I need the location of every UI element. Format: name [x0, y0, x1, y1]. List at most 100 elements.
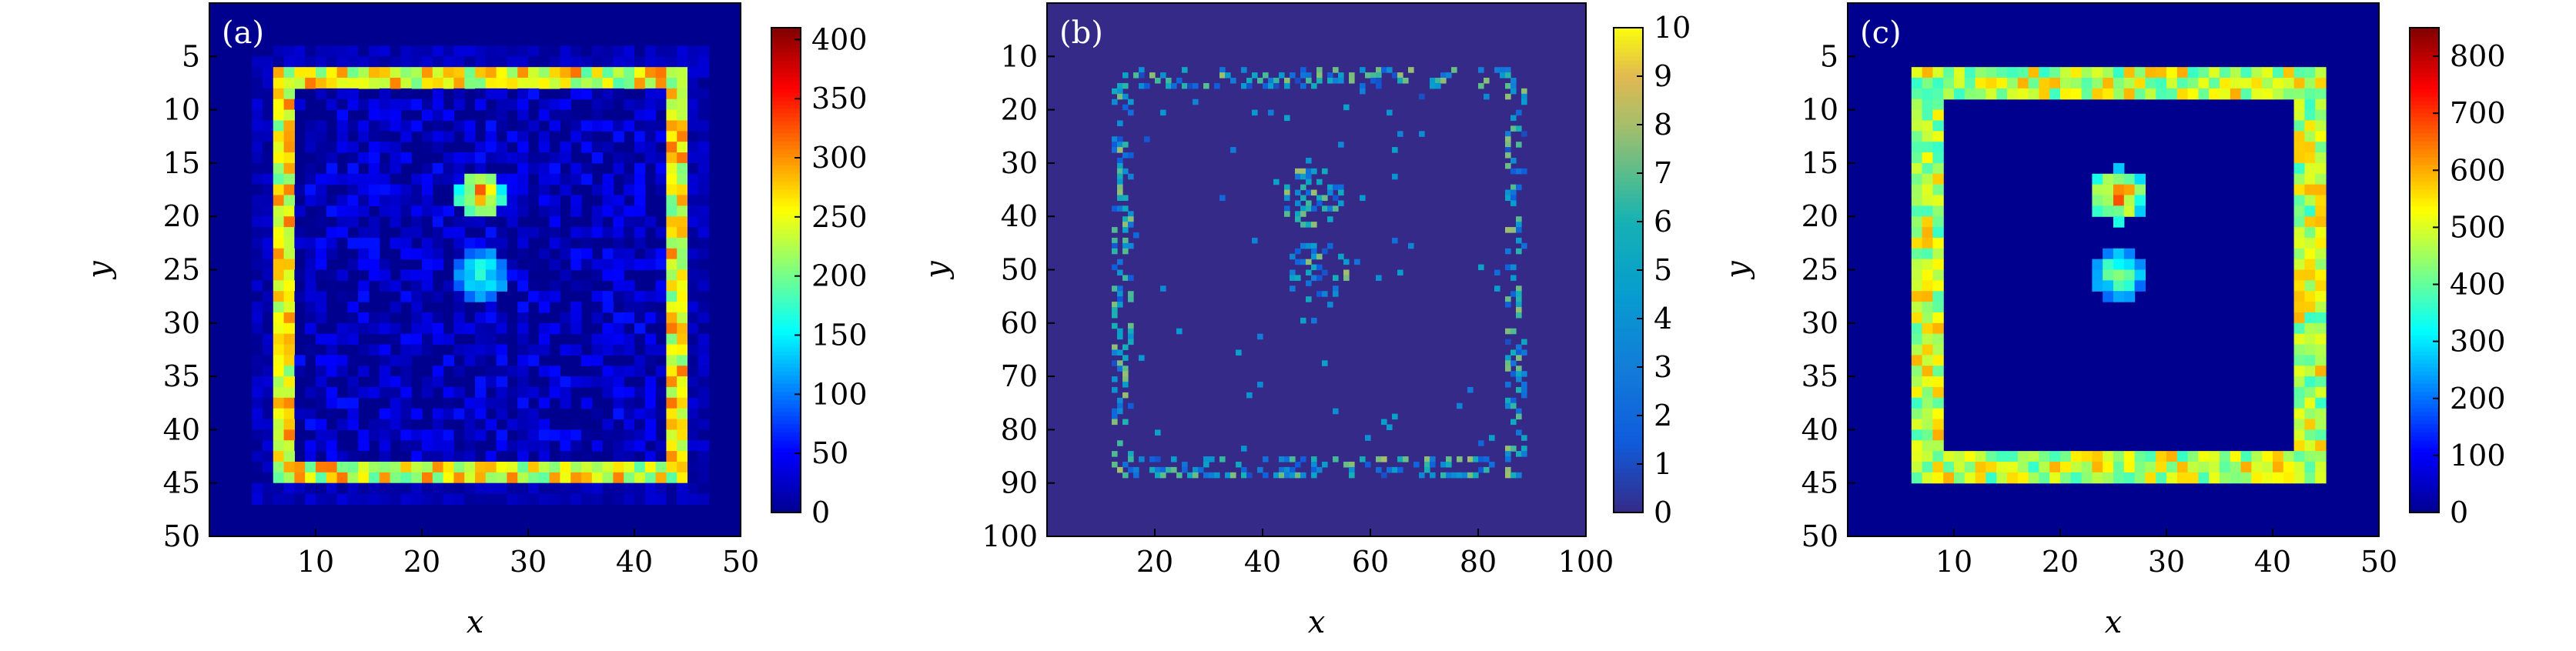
- heatmap-cell: [464, 440, 476, 452]
- colorbar-segment: [2410, 472, 2439, 477]
- colorbar-segment: [1614, 222, 1643, 227]
- heatmap-cell: [422, 237, 433, 249]
- heatmap-cell: [1986, 78, 1997, 89]
- heatmap-cell: [263, 45, 274, 57]
- heatmap-cell: [1263, 82, 1269, 89]
- heatmap-cell: [369, 45, 380, 57]
- heatmap-cell: [507, 397, 518, 409]
- colorbar-segment: [2410, 72, 2439, 77]
- heatmap-cell: [655, 280, 667, 292]
- heatmap-cell: [2240, 451, 2252, 462]
- heatmap-cell: [570, 376, 582, 388]
- heatmap-cell: [1117, 466, 1123, 473]
- colorbar-segment: [2410, 35, 2439, 41]
- heatmap-cell: [1932, 344, 1944, 356]
- heatmap-cell: [316, 461, 327, 473]
- heatmap-cell: [687, 322, 699, 335]
- heatmap-cell: [602, 184, 614, 196]
- heatmap-cell: [369, 131, 380, 142]
- heatmap-cell: [1516, 386, 1522, 393]
- heatmap-cell: [379, 461, 391, 473]
- heatmap-cell: [1117, 184, 1123, 191]
- colorbar-segment: [2410, 427, 2439, 432]
- colorbar-segment: [1614, 436, 1643, 441]
- heatmap-cell: [2304, 322, 2316, 335]
- heatmap-cell: [2028, 451, 2039, 462]
- heatmap-cell: [1203, 456, 1209, 462]
- heatmap-cell: [1306, 168, 1312, 175]
- heatmap-cell: [1166, 78, 1172, 84]
- heatmap-cell: [677, 472, 688, 484]
- heatmap-cell: [1182, 82, 1188, 89]
- y-tick-label: 40: [163, 412, 200, 446]
- heatmap-cell: [517, 142, 529, 153]
- heatmap-cell: [1236, 349, 1242, 356]
- heatmap-cell: [1419, 93, 1425, 100]
- heatmap-cell: [1112, 413, 1118, 420]
- colorbar-segment: [2410, 322, 2439, 328]
- heatmap-cell: [1911, 451, 1923, 462]
- heatmap-cell: [464, 131, 476, 142]
- heatmap-cell: [1516, 366, 1522, 372]
- heatmap-cell: [507, 184, 518, 196]
- heatmap-cell: [698, 259, 710, 271]
- heatmap-cell: [666, 419, 677, 430]
- heatmap-cell: [1290, 275, 1296, 281]
- heatmap-cell: [1387, 424, 1393, 430]
- heatmap-cell: [507, 493, 518, 506]
- heatmap-cell: [305, 195, 316, 206]
- colorbar-segment: [771, 112, 801, 118]
- heatmap-cell: [443, 216, 454, 228]
- colorbar-segment: [1614, 459, 1643, 465]
- heatmap-cell: [1117, 440, 1123, 446]
- heatmap-cell: [1403, 456, 1409, 462]
- heatmap-cell: [1306, 72, 1312, 78]
- heatmap-cell: [2017, 67, 2029, 78]
- heatmap-cell: [1257, 333, 1263, 340]
- heatmap-cell: [422, 344, 433, 356]
- heatmap-cell: [570, 227, 582, 239]
- heatmap-cell: [2230, 67, 2242, 78]
- heatmap-cell: [560, 376, 571, 388]
- heatmap-cell: [1521, 382, 1527, 388]
- heatmap-cell: [369, 482, 380, 495]
- heatmap-cell: [475, 386, 487, 399]
- heatmap-cell: [283, 195, 295, 206]
- heatmap-cell: [1322, 195, 1328, 202]
- heatmap-cell: [336, 355, 348, 366]
- heatmap-cell: [1922, 237, 1933, 249]
- y-tick-label: 15: [1802, 146, 1838, 180]
- heatmap-cell: [1440, 472, 1447, 479]
- colorbar-segment: [1614, 242, 1643, 247]
- heatmap-cell: [591, 429, 604, 441]
- colorbar-segment: [1614, 371, 1643, 376]
- heatmap-cell: [1911, 259, 1923, 271]
- colorbar-tick-label: 50: [811, 436, 848, 470]
- heatmap-cell: [1932, 397, 1944, 409]
- heatmap-cell: [1290, 285, 1296, 292]
- heatmap-cell: [496, 109, 507, 122]
- heatmap-cell: [1505, 264, 1511, 271]
- heatmap-cell: [591, 440, 604, 452]
- heatmap-cell: [634, 45, 646, 57]
- heatmap-cell: [1122, 344, 1129, 351]
- heatmap-cell: [379, 120, 391, 132]
- heatmap-cell: [2315, 366, 2327, 377]
- heatmap-cell: [1510, 371, 1517, 377]
- heatmap-cell: [591, 461, 604, 473]
- heatmap-cell: [1911, 205, 1923, 217]
- heatmap-cell: [624, 397, 635, 409]
- heatmap-cell: [2070, 78, 2083, 89]
- heatmap-cell: [538, 131, 550, 142]
- heatmap-cell: [1241, 67, 1247, 73]
- heatmap-cell: [1510, 446, 1517, 452]
- heatmap-cell: [2293, 344, 2305, 356]
- colorbar-segment: [1614, 504, 1643, 509]
- heatmap-cell: [379, 184, 391, 196]
- heatmap-cell: [283, 173, 295, 185]
- colorbar-segment: [771, 439, 801, 445]
- heatmap-cell: [263, 451, 274, 462]
- heatmap-cell: [1975, 472, 1986, 484]
- heatmap-cell: [2134, 173, 2146, 185]
- heatmap-cell: [263, 56, 274, 68]
